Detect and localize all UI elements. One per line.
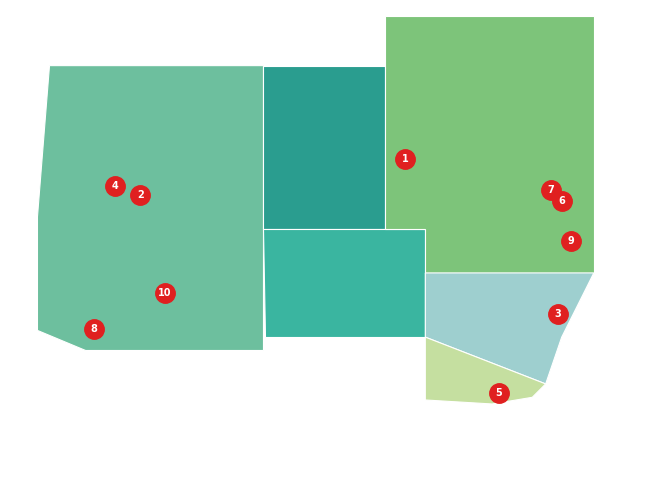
Polygon shape bbox=[263, 229, 425, 337]
Text: 10: 10 bbox=[158, 288, 171, 298]
Text: 4: 4 bbox=[112, 181, 118, 191]
Polygon shape bbox=[38, 66, 263, 351]
Text: 8: 8 bbox=[90, 324, 97, 334]
Polygon shape bbox=[425, 337, 545, 404]
Text: 6: 6 bbox=[558, 196, 565, 206]
Polygon shape bbox=[263, 66, 385, 229]
Text: 2: 2 bbox=[137, 190, 144, 200]
Text: 5: 5 bbox=[495, 388, 502, 398]
Text: 9: 9 bbox=[567, 236, 575, 246]
Polygon shape bbox=[425, 273, 594, 384]
Text: 3: 3 bbox=[554, 309, 561, 319]
Text: 1: 1 bbox=[402, 154, 409, 164]
Polygon shape bbox=[385, 16, 594, 273]
Text: 7: 7 bbox=[548, 185, 554, 195]
